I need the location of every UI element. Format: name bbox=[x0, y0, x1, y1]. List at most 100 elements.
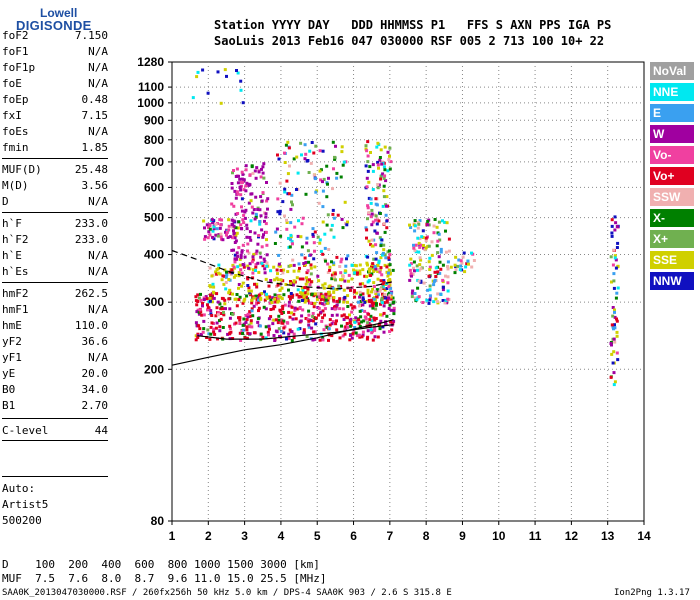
echo-point bbox=[232, 169, 235, 172]
param-name: foF1 bbox=[2, 45, 29, 58]
echo-point bbox=[370, 208, 374, 212]
param-name: D bbox=[2, 195, 9, 208]
echo-point bbox=[275, 227, 279, 231]
echo-point bbox=[332, 263, 336, 267]
param-name: foE bbox=[2, 77, 22, 90]
echo-point bbox=[240, 271, 244, 275]
echo-point bbox=[314, 144, 318, 148]
echo-point bbox=[312, 151, 316, 155]
echo-point bbox=[264, 325, 268, 329]
echo-point bbox=[367, 211, 371, 215]
echo-point bbox=[212, 227, 216, 231]
echo-point bbox=[436, 239, 440, 243]
echo-point bbox=[222, 311, 225, 314]
echo-point bbox=[379, 319, 383, 323]
echo-point bbox=[433, 270, 437, 274]
echo-point bbox=[283, 151, 286, 155]
echo-point bbox=[300, 253, 304, 257]
param-value: 7.150 bbox=[74, 29, 108, 42]
echo-point bbox=[297, 269, 301, 273]
echo-point bbox=[240, 249, 244, 253]
echo-point bbox=[206, 328, 210, 332]
echo-point bbox=[370, 212, 374, 216]
echo-point bbox=[332, 216, 336, 220]
echo-point bbox=[446, 265, 449, 268]
echo-point bbox=[256, 242, 260, 246]
echo-point bbox=[251, 271, 255, 275]
echo-point bbox=[277, 262, 281, 266]
echo-point bbox=[359, 293, 363, 297]
echo-point bbox=[223, 298, 227, 302]
echo-point bbox=[375, 295, 379, 299]
echo-point bbox=[219, 101, 223, 105]
echo-point bbox=[293, 225, 297, 229]
echo-point bbox=[208, 284, 212, 288]
y-tick-label: 900 bbox=[144, 113, 164, 127]
echo-point bbox=[372, 257, 376, 261]
echo-point bbox=[338, 307, 342, 311]
echo-point bbox=[369, 274, 373, 277]
param-row: foF1p N/A bbox=[2, 61, 108, 76]
echo-point bbox=[316, 295, 320, 299]
echo-point bbox=[372, 297, 376, 301]
echo-point bbox=[213, 332, 217, 336]
echo-point bbox=[257, 296, 261, 300]
echo-point bbox=[610, 323, 614, 327]
echo-point bbox=[241, 172, 245, 176]
echo-point bbox=[221, 297, 225, 301]
echo-point bbox=[259, 297, 263, 301]
echo-point bbox=[361, 330, 365, 334]
param-row: foF2 7.150 bbox=[2, 29, 108, 44]
footer-muf-row: MUF 7.5 7.6 8.0 8.7 9.6 11.0 15.0 25.5 [… bbox=[2, 572, 327, 585]
echo-point bbox=[296, 171, 300, 175]
echo-point bbox=[458, 268, 462, 272]
echo-point bbox=[210, 314, 214, 317]
echo-point bbox=[379, 244, 383, 248]
echo-point bbox=[240, 205, 243, 209]
y-tick-label: 300 bbox=[144, 295, 164, 309]
echo-point bbox=[239, 79, 243, 83]
echo-point bbox=[467, 262, 470, 266]
param-value: 1.85 bbox=[81, 141, 109, 154]
echo-point bbox=[460, 261, 464, 265]
echo-point bbox=[313, 249, 316, 253]
echo-point bbox=[247, 182, 251, 186]
echo-point bbox=[251, 258, 255, 262]
echo-point bbox=[241, 301, 245, 305]
echo-point bbox=[237, 271, 241, 275]
echo-point bbox=[236, 181, 240, 185]
echo-point bbox=[433, 218, 437, 221]
echo-point bbox=[349, 333, 352, 337]
echo-point bbox=[283, 161, 287, 164]
echo-point bbox=[202, 313, 206, 317]
echo-point bbox=[335, 287, 339, 291]
param-value: N/A bbox=[88, 351, 108, 364]
echo-point bbox=[225, 233, 228, 237]
echo-point bbox=[371, 220, 375, 224]
echo-point bbox=[265, 243, 269, 247]
echo-point bbox=[264, 230, 268, 234]
echo-point bbox=[371, 169, 375, 173]
param-row: yF1 N/A bbox=[2, 351, 108, 366]
echo-point bbox=[321, 220, 325, 224]
echo-point bbox=[274, 329, 278, 333]
echo-point bbox=[297, 262, 301, 266]
echo-point bbox=[384, 296, 387, 300]
echo-point bbox=[318, 301, 322, 305]
echo-point bbox=[299, 319, 303, 323]
echo-point bbox=[276, 283, 280, 287]
echo-point bbox=[240, 197, 244, 201]
echo-point bbox=[232, 232, 236, 236]
echo-point bbox=[238, 257, 242, 261]
echo-point bbox=[222, 313, 226, 317]
echo-point bbox=[201, 301, 204, 305]
param-name: fmin bbox=[2, 141, 29, 154]
echo-point bbox=[346, 294, 350, 298]
echo-point bbox=[418, 219, 422, 223]
echo-point bbox=[382, 330, 386, 334]
echo-point bbox=[375, 302, 378, 306]
echo-point bbox=[358, 295, 362, 299]
echo-point bbox=[222, 282, 226, 286]
echo-point bbox=[326, 182, 329, 186]
echo-point bbox=[363, 300, 367, 304]
